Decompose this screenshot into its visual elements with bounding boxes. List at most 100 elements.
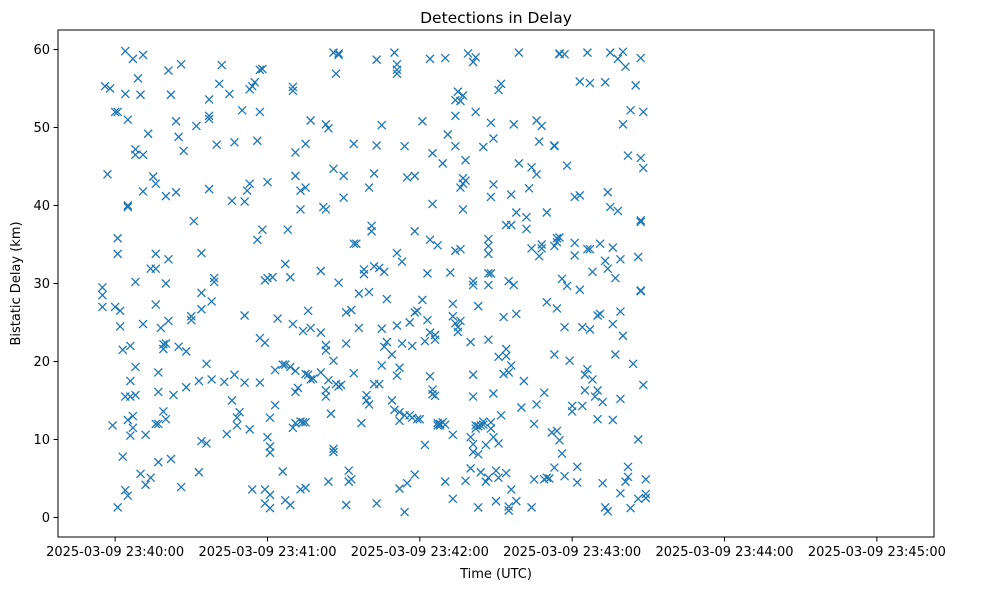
data-point: [613, 54, 623, 64]
data-point: [615, 307, 625, 317]
y-axis-label: Bistatic Delay (km): [9, 221, 24, 345]
data-point: [468, 280, 478, 290]
data-point: [191, 121, 201, 131]
data-point: [197, 248, 206, 258]
data-point: [608, 243, 618, 253]
y-tick-label: 30: [33, 277, 50, 292]
data-point: [321, 392, 331, 402]
data-point: [618, 47, 628, 57]
data-point: [440, 420, 450, 430]
data-point: [141, 430, 151, 440]
data-point: [494, 473, 503, 483]
data-point: [410, 171, 420, 181]
data-point: [169, 390, 178, 400]
data-point: [263, 177, 272, 187]
data-point: [636, 215, 646, 225]
data-point: [412, 414, 422, 424]
data-point: [237, 105, 247, 115]
data-point: [161, 279, 171, 288]
y-tick-label: 20: [33, 355, 50, 370]
data-point: [255, 107, 265, 117]
data-point: [316, 266, 326, 276]
data-point: [123, 201, 133, 210]
data-point: [400, 141, 410, 151]
data-point: [542, 297, 552, 307]
data-point: [580, 385, 590, 395]
data-point: [580, 370, 590, 380]
data-point: [120, 485, 130, 495]
data-point: [181, 382, 191, 392]
data-point: [544, 474, 554, 483]
x-tick-label: 2025-03-09 23:45:00: [808, 545, 946, 560]
data-point: [506, 360, 516, 370]
y-tick-label: 60: [33, 43, 50, 58]
data-point: [268, 272, 278, 282]
data-point: [468, 447, 478, 457]
x-axis: 2025-03-09 23:40:00 2025-03-09 23:41:00 20…: [46, 537, 946, 560]
data-point: [527, 162, 537, 172]
data-point: [285, 272, 295, 282]
data-point: [227, 396, 237, 405]
data-point: [209, 277, 219, 287]
data-point: [603, 187, 613, 197]
data-point: [489, 389, 498, 398]
data-point: [379, 267, 389, 277]
data-point: [483, 473, 493, 483]
data-point: [501, 351, 511, 361]
data-point: [501, 468, 511, 478]
data-point: [392, 321, 402, 331]
data-point: [511, 208, 521, 217]
data-point: [428, 389, 437, 399]
data-point: [392, 69, 402, 79]
data-point: [549, 241, 559, 251]
data-point: [636, 53, 646, 63]
data-point: [151, 300, 161, 310]
data-point: [598, 397, 608, 407]
data-point: [577, 322, 587, 332]
data-point: [504, 506, 514, 515]
data-point: [461, 176, 470, 185]
data-point: [346, 474, 356, 484]
data-point: [163, 316, 173, 326]
data-point: [349, 239, 359, 249]
y-tick-label: 40: [33, 199, 50, 214]
data-point: [379, 342, 389, 352]
data-point: [204, 94, 214, 104]
data-point: [483, 268, 493, 278]
data-point: [506, 190, 516, 200]
data-point: [349, 368, 359, 378]
data-point: [120, 89, 130, 99]
data-point: [496, 410, 506, 420]
data-point: [615, 254, 625, 264]
data-point: [232, 413, 242, 423]
data-point: [321, 346, 331, 356]
data-point: [440, 477, 450, 487]
data-point: [288, 423, 298, 433]
data-point: [108, 421, 118, 430]
data-point: [504, 502, 514, 512]
data-point: [334, 278, 344, 288]
data-point: [115, 306, 125, 316]
data-point: [176, 482, 186, 492]
data-point: [610, 350, 620, 359]
data-point: [486, 424, 496, 434]
data-point: [334, 50, 344, 60]
data-point: [118, 452, 128, 462]
data-point: [600, 77, 610, 87]
data-point: [204, 114, 214, 124]
data-point: [506, 220, 516, 230]
data-point: [476, 421, 486, 430]
data-point: [410, 226, 420, 236]
data-point: [257, 64, 267, 74]
data-point: [153, 387, 163, 397]
data-point: [623, 472, 633, 482]
data-point: [542, 473, 552, 483]
data-point: [323, 477, 333, 487]
data-point: [290, 387, 300, 397]
data-point: [641, 493, 651, 503]
data-point: [270, 400, 280, 410]
data-point: [425, 235, 435, 245]
data-point: [285, 500, 295, 510]
data-point: [420, 336, 430, 346]
data-point: [562, 281, 572, 291]
